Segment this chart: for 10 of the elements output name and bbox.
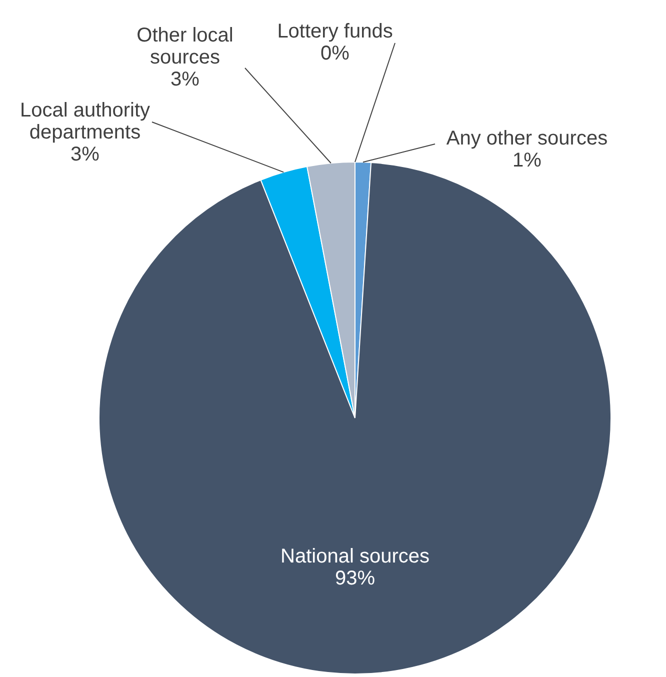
category-label: Lottery funds xyxy=(277,20,393,42)
data-label: 1% xyxy=(512,149,542,172)
slice-label: Other local sources xyxy=(136,24,234,68)
slice-label: National sources xyxy=(280,545,430,568)
slice-label: Any other sources xyxy=(446,127,608,150)
text: 0% xyxy=(320,42,350,64)
data-label: 3% xyxy=(170,68,200,90)
data-label: 3% xyxy=(70,143,100,166)
slice-label: Local authority departments xyxy=(20,99,150,144)
data-label: 93% xyxy=(334,567,376,590)
